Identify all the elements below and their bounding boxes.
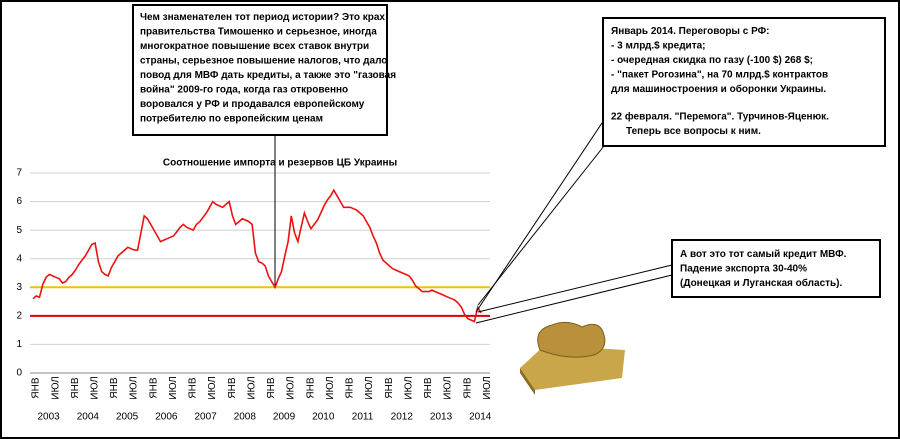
annotation-text: многократное повышение всех ставок внутр… (140, 41, 369, 52)
x-tick-label: ИЮЛ (129, 376, 140, 399)
year-label: 2003 (37, 412, 60, 423)
chart-title: Соотношение импорта и резервов ЦБ Украин… (163, 158, 397, 169)
x-tick-label: ИЮЛ (403, 376, 414, 399)
y-tick-label: 7 (16, 168, 22, 179)
annotation-box (132, 4, 388, 136)
year-label: 2011 (352, 412, 374, 423)
year-label: 2012 (391, 412, 414, 423)
x-tick-label: ИЮЛ (482, 376, 493, 399)
annotation-box (602, 17, 886, 147)
x-tick-label: ЯНВ (31, 377, 42, 398)
x-tick-label: ИЮЛ (207, 376, 218, 399)
annotation-text: повод для МВФ дать кредиты, а также это … (140, 70, 396, 81)
year-label: 2014 (469, 412, 492, 423)
annotation-text: Падение экспорта 30-40% (680, 264, 807, 275)
x-tick-label: ЯНВ (70, 377, 81, 398)
annotation-text: Чем знаменателен тот период истории? Это… (140, 12, 385, 23)
y-tick-label: 1 (16, 339, 22, 350)
y-tick-label: 3 (16, 282, 22, 293)
data-line (32, 188, 482, 323)
annotation-text: потребителю по европейским ценам (140, 113, 323, 125)
annotation-text: правительства Тимошенко и серьезное, ино… (140, 27, 377, 38)
annotation-text: воровался у РФ и продавался европейскому (140, 99, 365, 110)
x-tick-label: ЯНВ (109, 377, 120, 398)
x-tick-label: ЯНВ (345, 377, 356, 398)
x-tick-label: ИЮЛ (246, 376, 257, 399)
x-tick-label: ИЮЛ (364, 376, 375, 399)
annotation-text: А вот это тот самый кредит МВФ. (680, 249, 847, 260)
year-label: 2008 (234, 412, 257, 423)
y-tick-label: 0 (16, 368, 22, 379)
x-tick-label: ЯНВ (423, 377, 434, 398)
year-label: 2013 (430, 412, 453, 423)
annotation-text: война" 2009-го года, когда газ откровенн… (140, 85, 348, 96)
annotation-text: - 3 млрд.$ кредита; (611, 41, 705, 52)
x-tick-label: ИЮЛ (443, 376, 454, 399)
annotation-text: (Донецкая и Луганская область). (680, 277, 843, 289)
x-tick-label: ЯНВ (227, 377, 238, 398)
year-label: 2010 (312, 412, 335, 423)
x-tick-label: ЯНВ (148, 377, 159, 398)
year-label: 2004 (77, 412, 100, 423)
pointer-line (477, 145, 605, 306)
annotation-text: 22 февраля. "Перемога". Турчинов-Яценюк. (611, 111, 829, 123)
y-tick-label: 2 (16, 310, 22, 321)
x-tick-label: ИЮЛ (325, 376, 336, 399)
x-tick-label: ИЮЛ (90, 376, 101, 399)
year-label: 2005 (116, 412, 139, 423)
figurine (520, 321, 625, 395)
x-tick-label: ИЮЛ (50, 376, 61, 399)
annotation-text: для машиностроения и оборонки Украины. (611, 83, 826, 95)
year-label: 2006 (155, 412, 178, 423)
annotation-text: Январь 2014. Переговоры с РФ: (611, 26, 770, 37)
pointer-line (475, 119, 605, 313)
pointer-line (477, 264, 673, 313)
year-label: 2007 (194, 412, 217, 423)
x-tick-label: ЯНВ (305, 377, 316, 398)
x-tick-label: ЯНВ (266, 377, 277, 398)
x-tick-label: ЯНВ (188, 377, 199, 398)
annotation-box (671, 239, 881, 298)
x-tick-label: ИЮЛ (286, 376, 297, 399)
year-label: 2009 (273, 412, 296, 423)
annotation-text: Теперь все вопросы к ним. (626, 126, 761, 137)
annotation-text: страны, серьезное повышение налогов, что… (140, 56, 387, 67)
x-tick-label: ЯНВ (462, 377, 473, 398)
annotation-text: - очередная скидка по газу (-100 $) 268 … (611, 55, 813, 66)
y-tick-label: 5 (16, 225, 22, 236)
y-tick-label: 4 (16, 253, 22, 264)
pointer-line (475, 274, 673, 324)
y-tick-label: 6 (16, 196, 22, 207)
x-tick-label: ЯНВ (384, 377, 395, 398)
annotation-text: - "пакет Рогозина", на 70 млрд.$ контрак… (611, 70, 828, 81)
x-tick-label: ИЮЛ (168, 376, 179, 399)
